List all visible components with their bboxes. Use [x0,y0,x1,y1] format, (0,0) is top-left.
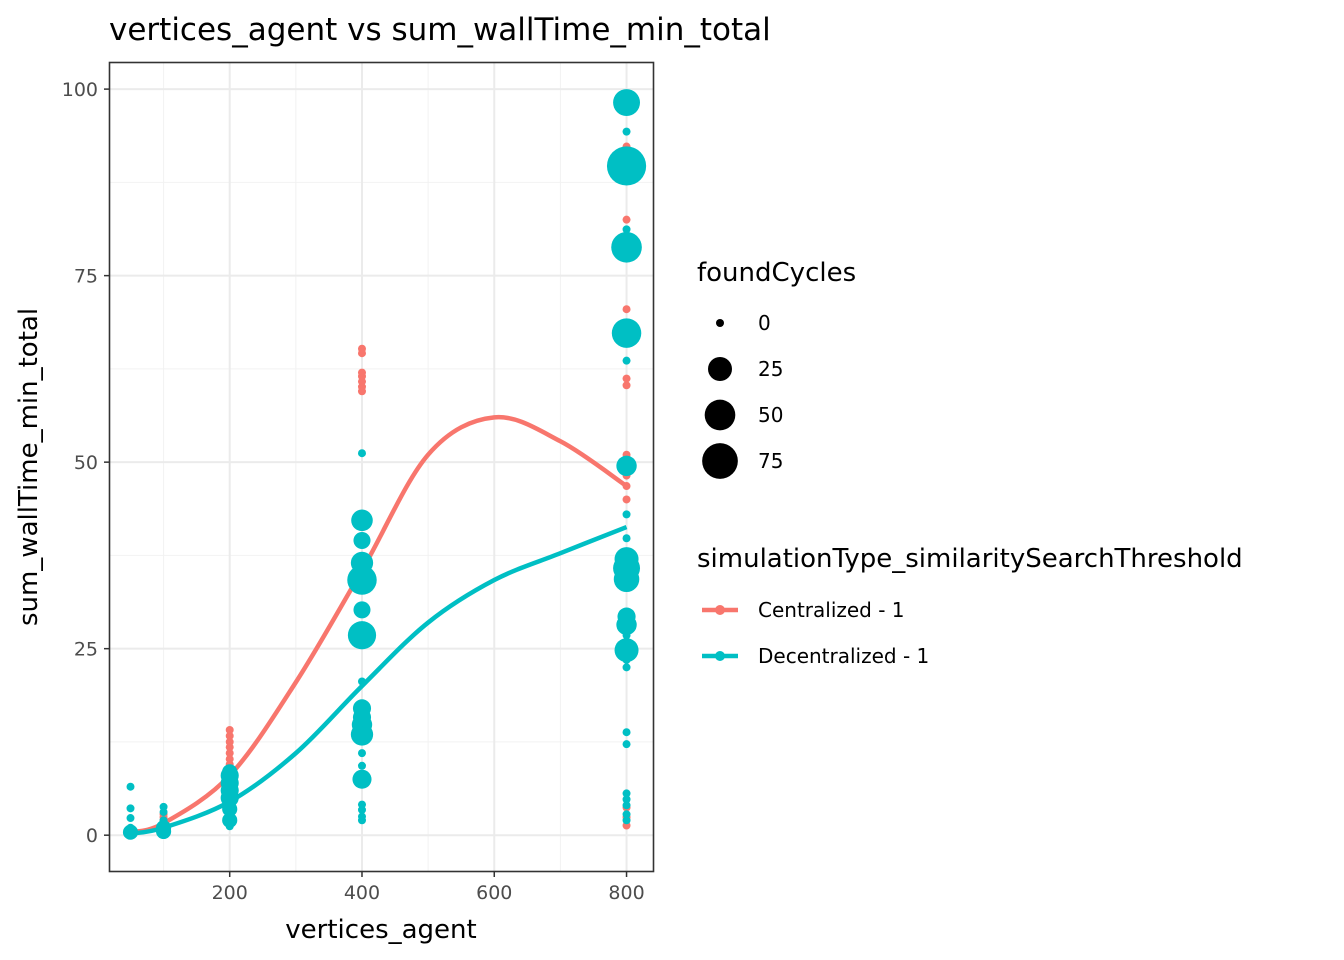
data-point [622,510,631,519]
x-tick-label: 200 [212,882,248,904]
data-point [353,531,371,550]
size-legend-label: 75 [758,449,783,473]
color-legend-dot [715,605,725,615]
size-legend-key [704,399,736,431]
data-points [122,89,647,840]
data-point [622,374,631,383]
data-point [622,305,631,314]
y-tick-label: 100 [62,79,98,101]
data-point [622,740,631,749]
data-point [225,755,234,764]
smooth-line-centralized-1 [129,414,628,835]
data-point [352,769,372,789]
data-point [622,663,631,672]
size-legend-key [702,443,738,479]
data-point [126,782,135,791]
size-legend-label: 0 [758,311,771,335]
data-point [347,565,377,595]
data-point [614,547,639,572]
data-point [622,356,631,365]
data-point [617,607,636,626]
y-axis-label: sum_wallTime_min_total [14,308,44,626]
data-point [159,816,168,825]
x-tick-label: 400 [344,882,380,904]
size-legend-key [708,357,732,381]
data-point [622,816,631,825]
data-point [622,225,631,234]
color-legend: Centralized - 1 Decentralized - 1 [702,598,929,668]
data-point [126,814,135,823]
data-point [614,638,639,663]
size-legend-label: 50 [758,403,783,427]
data-point [622,728,631,737]
y-tick-label: 50 [74,452,98,474]
smooth-line-decentralized-1 [130,524,628,836]
data-point [225,731,234,740]
data-point [622,495,631,504]
data-point [126,804,135,813]
data-point [622,381,631,390]
data-point [357,749,366,758]
x-tick-label: 600 [476,882,512,904]
color-legend-title: simulationType_similaritySearchThreshold [697,544,1243,574]
data-point [622,482,631,491]
data-point [347,621,377,650]
data-point [357,761,366,770]
data-point [155,820,172,836]
data-point [622,534,631,543]
data-point [357,449,366,458]
x-axis-ticks: 200 400 600 800 [212,871,645,904]
data-point [126,823,135,832]
data-point [613,89,641,117]
plot-panel-border [108,61,655,873]
grid [110,63,653,871]
data-point [622,215,631,224]
data-point [357,800,366,809]
data-point [357,812,366,821]
data-point [351,509,373,532]
data-point [222,812,238,828]
size-legend-label: 25 [758,357,783,381]
data-point [616,455,637,477]
x-tick-label: 800 [608,882,644,904]
smooth-lines [129,414,628,836]
data-point [357,344,366,353]
color-legend-label: Centralized - 1 [758,598,905,622]
data-point [357,677,366,686]
y-tick-label: 75 [74,266,98,288]
data-point [353,601,371,619]
data-point [222,764,238,780]
data-point [611,231,642,263]
y-axis-ticks: 0 25 50 75 100 [62,79,110,847]
y-tick-label: 25 [74,639,98,661]
data-point [622,795,631,804]
data-point [622,810,631,819]
data-point [225,749,234,758]
size-legend-title: foundCycles [697,258,856,288]
data-point [622,127,631,136]
x-axis-label: vertices_agent [285,915,476,945]
color-legend-dot [715,651,725,661]
color-legend-label: Decentralized - 1 [758,644,929,668]
size-legend-key [716,319,724,327]
data-point [225,737,234,746]
y-tick-label: 0 [86,825,98,847]
data-point [357,368,366,377]
data-point [611,318,642,348]
data-point [159,802,168,811]
data-point [622,789,631,798]
data-point [350,551,374,575]
data-point [606,146,647,186]
data-point [622,801,631,810]
data-point [225,725,234,734]
chart-title: vertices_agent vs sum_wallTime_min_total [109,12,771,48]
data-point [352,699,372,718]
size-legend: 0 25 50 75 [702,311,783,479]
